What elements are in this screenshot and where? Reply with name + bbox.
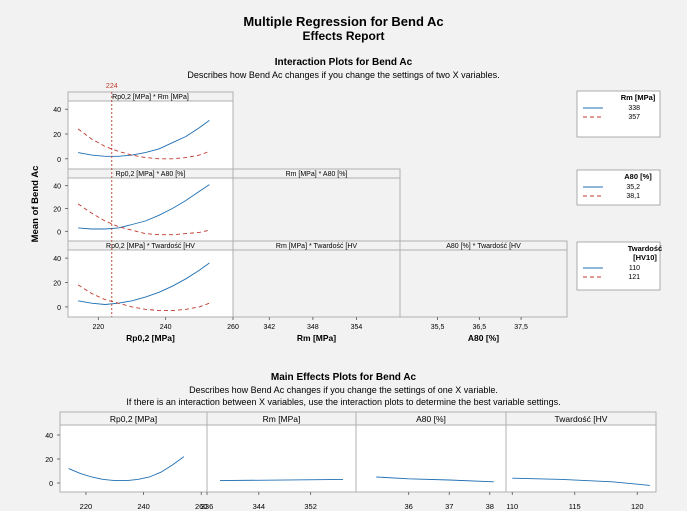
x-tick-label: 260 (195, 502, 208, 511)
x-tick-label: 240 (160, 324, 172, 331)
interaction-panel (232, 240, 401, 318)
main-effect-line (376, 476, 494, 483)
main-effects-description-line-2: If there is an interaction between X var… (126, 397, 561, 407)
interaction-line-low (78, 262, 210, 305)
y-tick-label: 40 (45, 433, 53, 440)
x-tick-label: 37 (445, 502, 453, 511)
interaction-panel (399, 240, 568, 318)
legend-title: Rm [MPa] (621, 93, 656, 102)
x-tick-label: 240 (137, 502, 150, 511)
main-effect-panel-title: Twardość [HV (555, 414, 608, 424)
y-tick-label: 40 (53, 256, 61, 263)
x-tick-label: 115 (569, 502, 581, 511)
y-tick-label: 0 (57, 305, 61, 312)
x-tick-label: 344 (253, 502, 266, 511)
x-tick-label: 120 (631, 502, 644, 511)
interaction-section-title: Interaction Plots for Bend Ac (274, 57, 413, 68)
x-tick-label: 36,5 (473, 324, 487, 331)
y-tick-label: 0 (57, 229, 61, 236)
x-tick-label: 38 (486, 502, 494, 511)
x-tick-label: 220 (92, 324, 104, 331)
legend-title: A80 [%] (624, 172, 652, 181)
x-axis-title: Rm [MPa] (297, 333, 336, 343)
legend-entry: 338 (628, 105, 640, 112)
interaction-panel-title: Rp0,2 [MPa] * Twardość [HV (106, 243, 195, 250)
x-tick-label: 352 (304, 502, 317, 511)
interaction-panel-title: Rm [MPa] * A80 [%] (286, 171, 348, 178)
interaction-panel-title: Rm [MPa] * Twardość [HV (276, 243, 358, 250)
legend-entry: 38,1 (626, 193, 640, 200)
x-tick-label: 35,5 (431, 324, 445, 331)
main-effects-description-line-1: Describes how Bend Ac changes if you cha… (189, 385, 498, 395)
interaction-panel-header (67, 91, 234, 102)
main-effect-panel-title: Rm [MPa] (263, 414, 301, 424)
x-tick-label: 354 (351, 324, 363, 331)
main-effect-line (512, 477, 650, 486)
x-tick-label: 336 (201, 502, 214, 511)
interaction-panel-header (232, 168, 401, 179)
y-tick-label: 20 (53, 132, 61, 139)
interaction-panel (67, 91, 234, 170)
x-tick-label: 36 (405, 502, 413, 511)
main-effects-section-title: Main Effects Plots for Bend Ac (270, 372, 417, 383)
legend-title: [HV10] (633, 253, 657, 262)
y-tick-label: 40 (53, 184, 61, 191)
interaction-line-low (78, 184, 210, 230)
interaction-line-low (78, 120, 210, 157)
legend-entry: 121 (628, 274, 640, 281)
y-axis-title: Mean of Bend Ac (30, 166, 41, 243)
y-tick-label: 20 (45, 457, 53, 464)
reference-line-label: 224 (106, 83, 118, 90)
x-axis-title: Rp0,2 [MPa] (126, 333, 175, 343)
legend-title: Twardość (628, 244, 662, 253)
legend-entry: 110 (629, 265, 640, 272)
interaction-line-high (77, 203, 210, 236)
legend-entry: 35,2 (626, 184, 640, 191)
legend-box (576, 241, 661, 291)
y-tick-label: 0 (57, 157, 61, 164)
x-tick-label: 37,5 (514, 324, 528, 331)
interaction-section-description: Describes how Bend Ac changes if you cha… (187, 70, 500, 80)
interaction-panel (67, 240, 234, 318)
main-effect-panel-title: Rp0,2 [MPa] (110, 414, 157, 424)
report-subtitle: Effects Report (302, 29, 385, 43)
report-title: Multiple Regression for Bend Ac (243, 14, 444, 29)
x-axis-title: A80 [%] (468, 333, 499, 343)
y-tick-label: 40 (53, 107, 61, 114)
interaction-panel-title: A80 [%] * Twardość [HV (446, 243, 521, 250)
interaction-panel-title: Rp0,2 [MPa] * A80 [%] (116, 171, 186, 178)
interaction-panel-header (399, 240, 568, 251)
x-tick-label: 260 (227, 324, 239, 331)
legend-entry: 357 (628, 114, 640, 121)
x-tick-label: 110 (506, 502, 518, 511)
x-tick-label: 220 (80, 502, 93, 511)
interaction-line-high (77, 128, 210, 160)
interaction-panel (232, 168, 401, 242)
y-tick-label: 20 (53, 281, 61, 288)
main-effect-line (68, 456, 185, 482)
interaction-panel (67, 168, 234, 242)
x-tick-label: 342 (263, 324, 275, 331)
main-effect-panel-header (505, 411, 657, 426)
main-effect-panel-title: A80 [%] (416, 414, 446, 424)
interaction-line-high (77, 284, 210, 312)
x-tick-label: 348 (307, 324, 319, 331)
y-tick-label: 0 (49, 481, 53, 488)
main-effect-line (219, 478, 344, 482)
y-tick-label: 20 (53, 207, 61, 214)
legend-box (576, 90, 661, 138)
interaction-panel-title: Rp0,2 [MPa] * Rm [MPa] (112, 94, 189, 101)
